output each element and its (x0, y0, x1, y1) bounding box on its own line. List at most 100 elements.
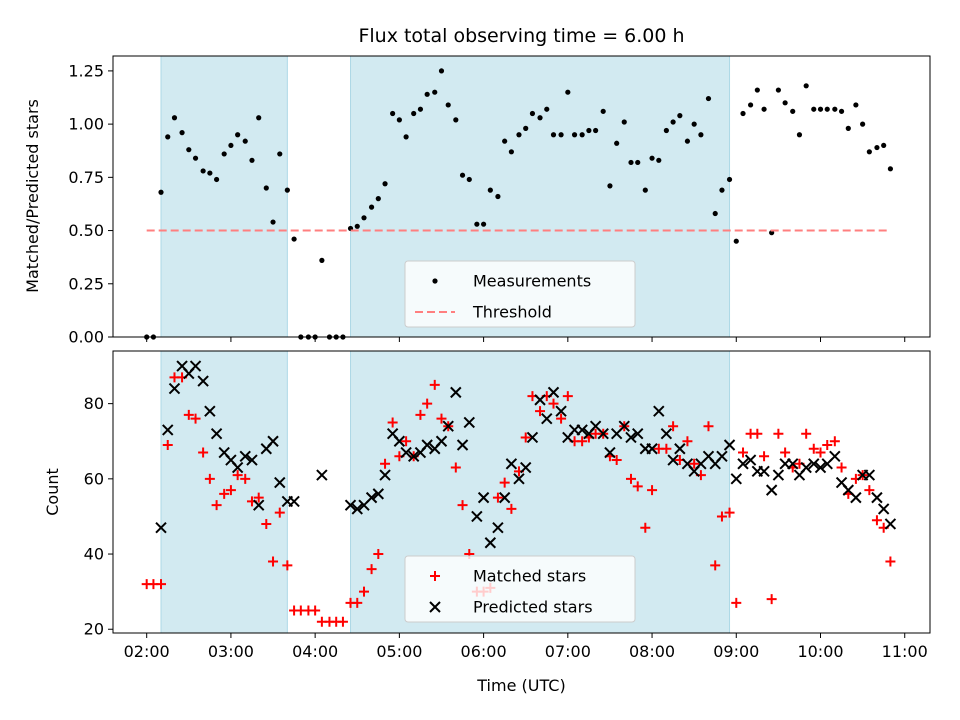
bottom-y-axis-label: Count (43, 468, 62, 516)
predicted-star-point (814, 461, 827, 474)
matched-star-point (380, 458, 391, 469)
measurement-point (424, 91, 430, 97)
predicted-star-point (808, 458, 820, 470)
predicted-star-point (505, 458, 518, 470)
measurement-point (832, 106, 838, 112)
matched-star-point (871, 515, 882, 526)
x-tick-label: 10:00 (797, 642, 843, 661)
matched-star-point (261, 518, 272, 529)
measurement-point (874, 144, 880, 151)
bottom-axes-frame (112, 350, 931, 634)
matched-star-point (822, 440, 833, 450)
measurement-point (887, 166, 894, 172)
x-tick-label: 09:00 (713, 642, 759, 661)
matched-star-point (450, 462, 461, 473)
measurement-point (628, 159, 634, 166)
measurement-point (635, 159, 641, 166)
predicted-star-point (716, 450, 728, 462)
matched-star-point (829, 436, 840, 447)
bottom-y-tick-label: 40 (84, 545, 104, 564)
matched-star-point (759, 451, 770, 462)
matched-star-point (548, 398, 559, 409)
measurement-point (614, 140, 620, 146)
measurement-point (249, 157, 255, 163)
matched-star-point (204, 473, 215, 484)
measurement-point (242, 138, 248, 144)
measurement-point (417, 106, 424, 112)
matched-star-point (422, 398, 433, 409)
top-panel: Flux total observing time = 6.00 h Match… (23, 25, 931, 347)
measurement-point (390, 110, 396, 117)
matched-star-point (358, 586, 369, 597)
top-y-tick-label: 0.25 (68, 274, 104, 293)
matched-star-point (647, 485, 658, 496)
matched-star-point (232, 470, 243, 481)
matched-star-point (429, 379, 440, 390)
matched-star-point (801, 428, 812, 439)
matched-star-point (632, 481, 643, 492)
measurement-point (213, 176, 220, 183)
predicted-star-point (618, 420, 630, 432)
predicted-star-point (246, 454, 258, 466)
predicted-star-point (787, 458, 799, 470)
legend-label: Threshold (472, 303, 552, 322)
predicted-star-point (646, 443, 658, 455)
predicted-star-point (772, 469, 785, 481)
measurement-point (670, 119, 676, 125)
x-tick-label: 04:00 (292, 642, 338, 661)
measurement-point (171, 115, 178, 121)
measurement-point (775, 87, 781, 93)
predicted-star-point (597, 428, 609, 440)
predicted-star-point (210, 428, 223, 440)
predicted-star-point (379, 469, 391, 481)
predicted-star-point (653, 405, 665, 417)
measurement-point (368, 204, 375, 210)
measurement-point (684, 138, 691, 144)
top-legend: Measurements Threshold (404, 260, 636, 328)
matched-star-point (864, 485, 875, 496)
bottom-y-tick-label: 20 (84, 620, 104, 639)
top-y-tick-label: 1.00 (68, 115, 104, 134)
measurement-point (866, 149, 872, 155)
top-y-tick-label: 1.25 (68, 61, 104, 80)
predicted-star-point (871, 491, 883, 504)
measurement-point (565, 89, 571, 95)
measurement-point (263, 185, 269, 191)
predicted-star-point (288, 495, 300, 508)
x-tick-label: 08:00 (629, 642, 675, 661)
measurement-point (207, 170, 213, 176)
measurement-point (200, 168, 206, 174)
matched-star-point (689, 458, 700, 469)
legend-x-icon (429, 601, 441, 613)
measurement-point (698, 132, 704, 138)
predicted-star-point (253, 499, 265, 511)
predicted-star-point (463, 416, 475, 429)
matched-star-point (716, 511, 727, 522)
measurement-point (853, 102, 859, 108)
matched-star-point (198, 447, 209, 458)
matched-star-point (780, 447, 791, 458)
measurement-point (291, 236, 297, 242)
chart-title: Flux total observing time = 6.00 h (358, 25, 684, 47)
matched-star-point (457, 500, 468, 511)
predicted-star-point (450, 386, 462, 399)
measurement-point (761, 106, 767, 112)
measurement-point (705, 95, 712, 102)
predicted-star-point (400, 446, 412, 459)
matched-star-point (310, 605, 321, 616)
predicted-star-point (625, 431, 637, 444)
top-axes-frame (112, 55, 931, 338)
measurement-point (860, 121, 866, 127)
legend-label: Predicted stars (473, 598, 593, 617)
predicted-star-point (765, 484, 778, 496)
x-axis-label: Time (UTC) (476, 676, 565, 695)
measurement-point (747, 102, 754, 108)
matched-star-point (190, 413, 201, 424)
predicted-star-point (674, 443, 686, 455)
matched-star-point (577, 436, 588, 447)
matched-star-point (506, 503, 517, 514)
predicted-star-point (660, 428, 673, 440)
matched-star-point (766, 594, 777, 605)
predicted-star-point (168, 382, 181, 395)
matched-star-point (183, 409, 194, 420)
